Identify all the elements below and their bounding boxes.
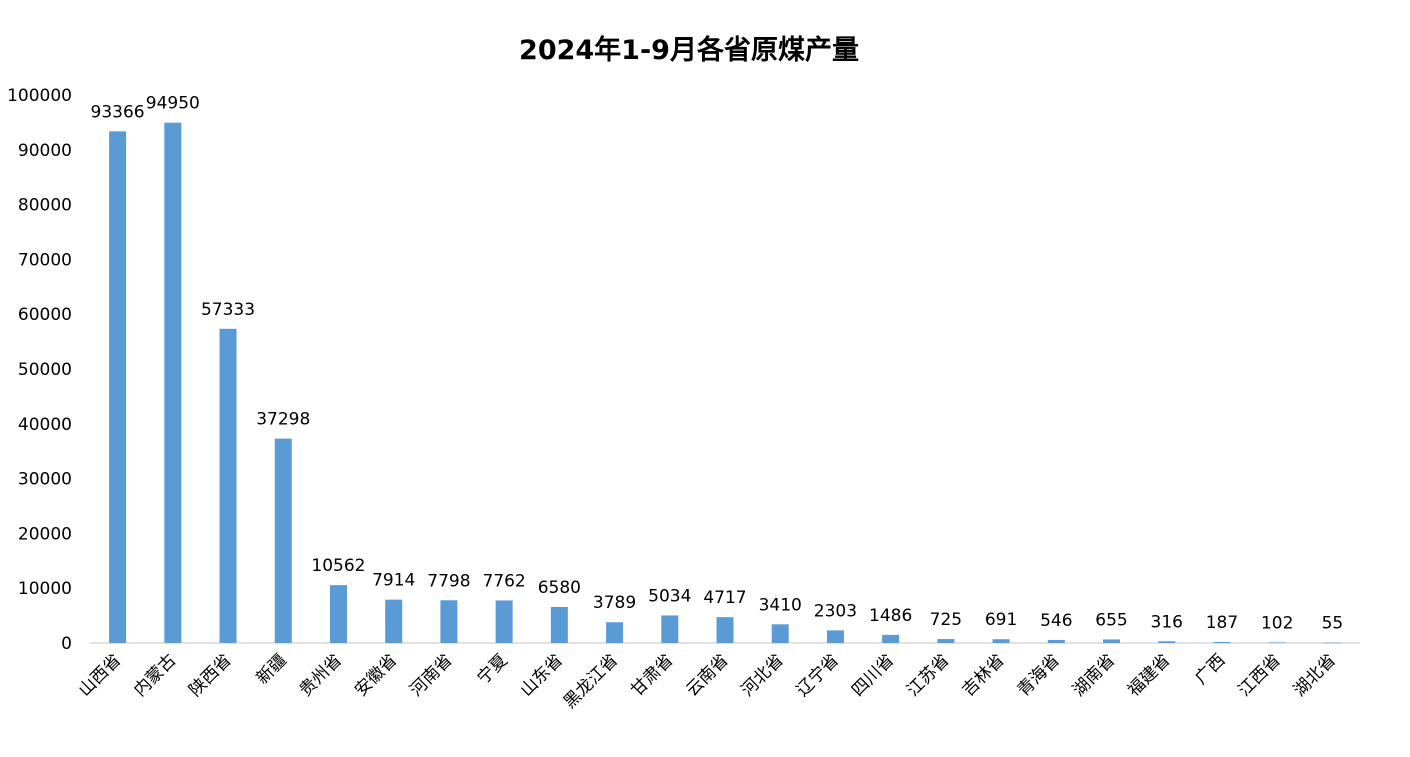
- data-label: 4717: [703, 588, 746, 608]
- data-label: 3410: [759, 595, 802, 615]
- bar: [329, 585, 347, 643]
- bar: [274, 438, 292, 643]
- y-tick-label: 30000: [18, 470, 72, 490]
- y-tick-label: 100000: [7, 86, 72, 106]
- x-tick-label: 河南省: [406, 650, 456, 700]
- y-tick-label: 50000: [18, 360, 72, 380]
- data-label: 187: [1206, 613, 1238, 633]
- x-tick-label: 山西省: [75, 650, 125, 700]
- bar: [937, 639, 955, 643]
- bar: [1047, 640, 1065, 643]
- bar: [164, 122, 182, 643]
- data-label: 6580: [538, 578, 581, 598]
- bar: [826, 630, 844, 643]
- x-tick-label: 内蒙古: [130, 650, 180, 700]
- x-tick-label: 安徽省: [351, 650, 401, 700]
- x-tick-label: 黑龙江省: [560, 650, 622, 712]
- x-tick-label: 辽宁省: [793, 650, 843, 700]
- bar: [219, 328, 237, 643]
- x-tick-label: 江西省: [1235, 650, 1285, 700]
- bar: [661, 615, 679, 643]
- x-tick-label: 宁夏: [473, 650, 511, 688]
- data-label: 316: [1151, 612, 1183, 632]
- x-tick-label: 四川省: [848, 650, 898, 700]
- data-label: 3789: [593, 593, 636, 613]
- y-tick-label: 80000: [18, 196, 72, 216]
- bar: [992, 639, 1010, 643]
- data-label: 10562: [311, 556, 365, 576]
- x-tick-label: 贵州省: [296, 650, 346, 700]
- x-tick-label: 山东省: [517, 650, 567, 700]
- x-tick-label: 湖南省: [1069, 650, 1119, 700]
- data-label: 102: [1261, 613, 1293, 633]
- x-tick-label: 甘肃省: [627, 650, 677, 700]
- data-label: 94950: [146, 94, 200, 114]
- bar: [1268, 642, 1286, 643]
- data-label: 7762: [482, 571, 525, 591]
- data-labels: 93366 94950 57333 37298 10562 7914 7798 7762 658…: [91, 94, 1344, 634]
- data-label: 37298: [256, 410, 310, 430]
- y-tick-label: 90000: [18, 141, 72, 161]
- data-label: 1486: [869, 606, 912, 626]
- bar: [882, 634, 900, 643]
- bar: [716, 617, 734, 643]
- y-tick-label: 10000: [18, 579, 72, 599]
- data-label: 7798: [427, 571, 470, 591]
- bar: [771, 624, 789, 643]
- x-tick-label: 云南省: [682, 650, 732, 700]
- bar: [109, 131, 127, 644]
- x-tick-label: 湖北省: [1290, 650, 1340, 700]
- data-label: 7914: [372, 571, 415, 591]
- data-label: 546: [1040, 611, 1072, 631]
- y-tick-label: 20000: [18, 524, 72, 544]
- bar: [606, 622, 624, 643]
- chart-title: 2024年1-9月各省原煤产量: [519, 35, 859, 66]
- data-label: 93366: [91, 102, 145, 122]
- x-tick-label: 陕西省: [185, 650, 235, 700]
- bar: [385, 599, 403, 643]
- data-label: 2303: [814, 601, 857, 621]
- bar: [550, 606, 568, 643]
- data-label: 55: [1322, 614, 1344, 634]
- x-tick-label: 福建省: [1124, 650, 1174, 700]
- bar: [1213, 641, 1231, 643]
- x-tick-label: 江苏省: [903, 650, 953, 700]
- y-tick-label: 40000: [18, 415, 72, 435]
- y-tick-label: 60000: [18, 305, 72, 325]
- x-tick-label: 广西: [1191, 650, 1229, 688]
- data-label: 725: [930, 610, 962, 630]
- y-axis-ticks: 0 10000 20000 30000 40000 50000 60000 70000 8000…: [7, 86, 72, 654]
- bar: [495, 600, 513, 643]
- bars: [109, 122, 1341, 644]
- y-tick-label: 70000: [18, 250, 72, 270]
- bar: [1103, 639, 1121, 643]
- data-label: 655: [1095, 610, 1127, 630]
- data-label: 5034: [648, 586, 691, 606]
- bar: [1158, 641, 1176, 643]
- x-tick-label: 新疆: [253, 650, 291, 688]
- bar: [1323, 642, 1341, 644]
- data-label: 57333: [201, 300, 255, 320]
- x-tick-label: 河北省: [738, 650, 788, 700]
- x-tick-label: 吉林省: [958, 650, 1008, 700]
- bar: [440, 600, 458, 643]
- x-tick-label: 青海省: [1014, 650, 1064, 700]
- y-tick-label: 0: [61, 634, 72, 654]
- data-label: 691: [985, 610, 1017, 630]
